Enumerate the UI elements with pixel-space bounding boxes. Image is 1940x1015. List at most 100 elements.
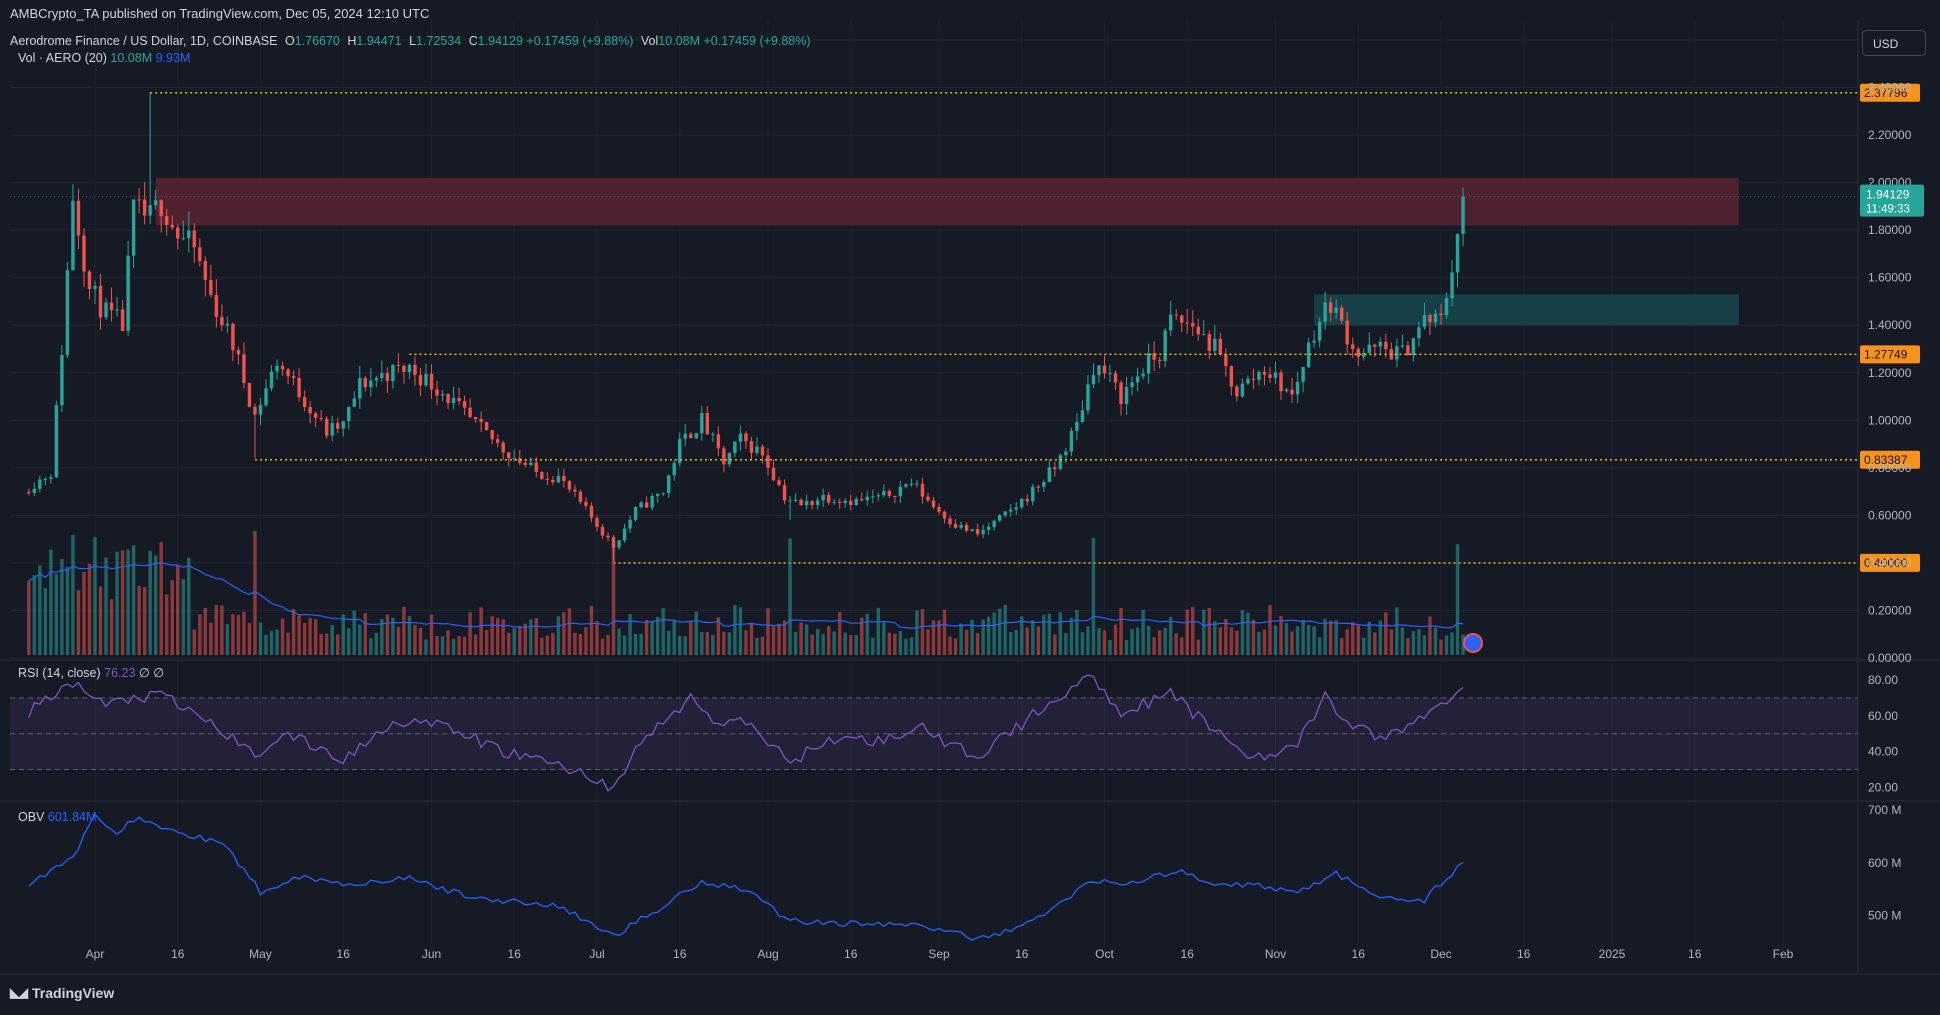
candle-body[interactable] xyxy=(1301,367,1305,382)
candle-body[interactable] xyxy=(948,518,952,525)
candle-body[interactable] xyxy=(330,423,334,436)
volume-bar[interactable] xyxy=(131,545,136,655)
candle-body[interactable] xyxy=(683,433,687,439)
candle-body[interactable] xyxy=(727,453,732,465)
volume-bar[interactable] xyxy=(992,612,996,655)
candle-body[interactable] xyxy=(1345,320,1349,345)
candle-body[interactable] xyxy=(1124,387,1129,405)
candle-body[interactable] xyxy=(385,373,390,382)
volume-bar[interactable] xyxy=(970,619,974,655)
volume-bar[interactable] xyxy=(462,636,467,655)
volume-bar[interactable] xyxy=(115,551,119,655)
volume-bar[interactable] xyxy=(650,621,654,655)
volume-bar[interactable] xyxy=(1235,630,1239,655)
volume-bar[interactable] xyxy=(275,629,279,655)
candle-body[interactable] xyxy=(1080,410,1085,423)
volume-bar[interactable] xyxy=(804,624,809,655)
candle-body[interactable] xyxy=(76,200,81,236)
volume-bar[interactable] xyxy=(341,614,345,655)
volume-bar[interactable] xyxy=(308,618,312,655)
volume-bar[interactable] xyxy=(1086,626,1090,655)
candle-body[interactable] xyxy=(98,285,103,318)
volume-bar[interactable] xyxy=(529,619,533,655)
volume-bar[interactable] xyxy=(727,632,732,655)
candle-body[interactable] xyxy=(236,350,241,355)
volume-bar[interactable] xyxy=(683,636,687,655)
volume-bar[interactable] xyxy=(799,622,803,655)
volume-bar[interactable] xyxy=(1124,639,1129,655)
candle-body[interactable] xyxy=(1295,381,1300,395)
volume-bar[interactable] xyxy=(27,580,31,655)
volume-bar[interactable] xyxy=(32,575,37,655)
candle-body[interactable] xyxy=(153,200,158,206)
candle-body[interactable] xyxy=(518,458,522,463)
candle-body[interactable] xyxy=(347,406,351,422)
candle-body[interactable] xyxy=(1395,346,1399,360)
volume-bar[interactable] xyxy=(280,618,285,655)
volume-bar[interactable] xyxy=(986,616,991,655)
volume-bar[interactable] xyxy=(1257,631,1261,655)
volume-bar[interactable] xyxy=(1328,620,1333,655)
volume-bar[interactable] xyxy=(214,605,219,655)
candle-body[interactable] xyxy=(468,407,472,418)
candle-body[interactable] xyxy=(887,491,892,497)
candle-body[interactable] xyxy=(529,462,533,466)
candle-body[interactable] xyxy=(997,515,1002,521)
candle-body[interactable] xyxy=(1428,315,1432,323)
volume-bar[interactable] xyxy=(997,608,1002,655)
candle-body[interactable] xyxy=(1251,378,1256,380)
candle-body[interactable] xyxy=(837,501,842,503)
candle-body[interactable] xyxy=(165,216,169,225)
currency-button[interactable]: USD xyxy=(1862,30,1926,56)
volume-bar[interactable] xyxy=(1262,629,1267,655)
volume-bar[interactable] xyxy=(959,623,963,655)
volume-bar[interactable] xyxy=(815,628,820,655)
volume-bar[interactable] xyxy=(1378,620,1383,655)
volume-bar[interactable] xyxy=(451,638,456,655)
candle-body[interactable] xyxy=(1152,353,1156,360)
volume-bar[interactable] xyxy=(330,625,334,655)
candle-body[interactable] xyxy=(1064,451,1068,456)
candle-body[interactable] xyxy=(352,398,356,407)
volume-bar[interactable] xyxy=(358,624,362,655)
volume-bar[interactable] xyxy=(1229,627,1234,655)
candle-body[interactable] xyxy=(959,524,963,528)
volume-bar[interactable] xyxy=(1168,616,1173,655)
candle-body[interactable] xyxy=(1102,365,1107,374)
candle-body[interactable] xyxy=(777,480,781,486)
volume-bar[interactable] xyxy=(711,634,715,655)
volume-bar[interactable] xyxy=(429,614,434,655)
volume-bar[interactable] xyxy=(644,620,649,655)
candle-body[interactable] xyxy=(1218,338,1223,355)
candle-body[interactable] xyxy=(1097,365,1101,376)
candle-body[interactable] xyxy=(600,526,605,536)
volume-bar[interactable] xyxy=(567,608,572,655)
volume-bar[interactable] xyxy=(898,630,903,655)
volume-bar[interactable] xyxy=(291,609,296,655)
volume-bar[interactable] xyxy=(396,626,401,655)
candle-body[interactable] xyxy=(1367,344,1371,353)
candle-body[interactable] xyxy=(584,501,588,506)
candle-body[interactable] xyxy=(495,439,500,443)
candle-body[interactable] xyxy=(82,235,86,272)
volume-bar[interactable] xyxy=(1246,612,1250,655)
volume-bar[interactable] xyxy=(628,613,632,655)
volume-bar[interactable] xyxy=(352,610,356,655)
candle-body[interactable] xyxy=(1014,507,1018,510)
candle-body[interactable] xyxy=(1378,341,1383,347)
volume-bar[interactable] xyxy=(385,614,390,655)
volume-bar[interactable] xyxy=(689,620,693,655)
obv-legend[interactable]: OBV 601.84M xyxy=(18,810,97,824)
candle-body[interactable] xyxy=(716,434,721,449)
candle-body[interactable] xyxy=(1384,341,1388,350)
volume-bar[interactable] xyxy=(1306,624,1311,655)
candle-body[interactable] xyxy=(920,483,925,497)
candle-body[interactable] xyxy=(1025,498,1029,502)
candle-body[interactable] xyxy=(137,199,141,201)
candle-body[interactable] xyxy=(159,200,163,217)
candle-body[interactable] xyxy=(672,463,676,476)
volume-bar[interactable] xyxy=(1152,637,1156,655)
volume-bar[interactable] xyxy=(1356,625,1360,655)
candle-body[interactable] xyxy=(1362,352,1366,357)
candle-body[interactable] xyxy=(782,485,787,501)
